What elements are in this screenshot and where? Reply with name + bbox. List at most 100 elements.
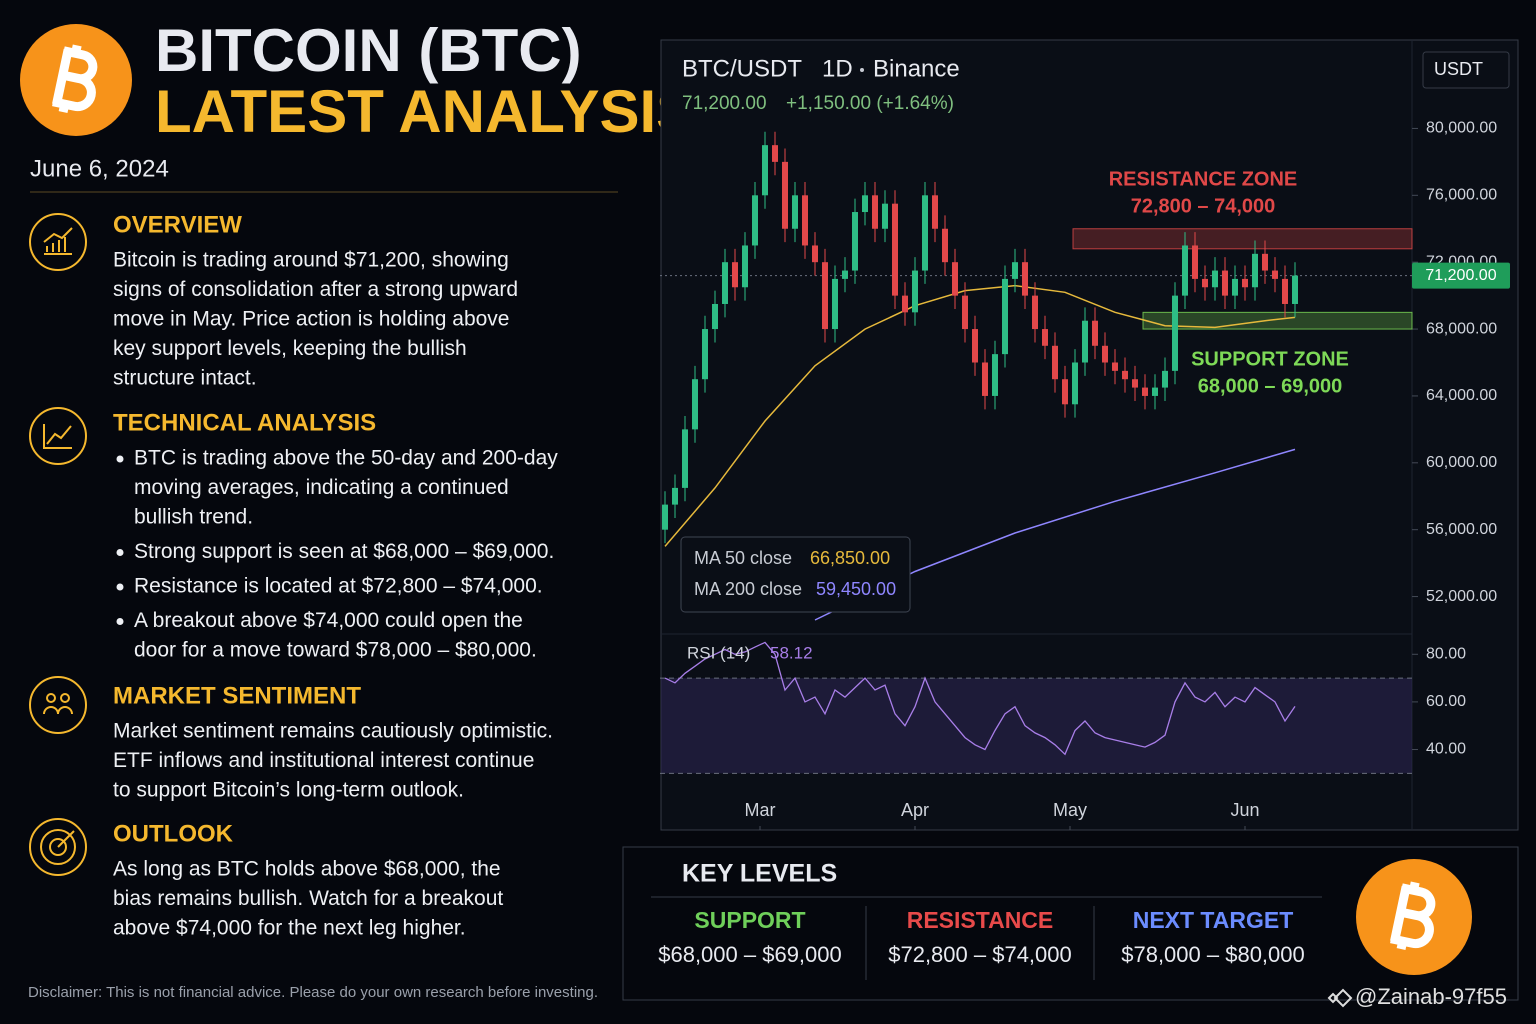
candle-body [1092, 320, 1098, 346]
candle-body [872, 195, 878, 229]
candle-body [802, 195, 808, 246]
level-range: $78,000 – $80,000 [1121, 942, 1305, 967]
candle-body [832, 278, 838, 330]
section-text: move in May. Price action is holding abo… [113, 308, 509, 331]
candle-body [1182, 245, 1188, 296]
ma-name: MA 200 close [694, 579, 802, 599]
candle-body [952, 262, 958, 296]
candle-body [862, 195, 868, 213]
rsi-band [661, 678, 1412, 774]
zone-name: SUPPORT ZONE [1191, 348, 1349, 370]
section-text: above $74,000 for the next leg higher. [113, 917, 466, 940]
candle-body [922, 195, 928, 271]
section-title: OUTLOOK [113, 820, 234, 847]
section-title: OVERVIEW [113, 211, 242, 238]
y-tick-label: 60,000.00 [1426, 454, 1497, 471]
candle-body [1152, 387, 1158, 396]
candle-body [732, 262, 738, 288]
ma-value: 59,450.00 [816, 579, 896, 599]
bullet-text: moving averages, indicating a continued [134, 476, 509, 499]
candle-body [932, 195, 938, 229]
rsi-value: 58.12 [770, 643, 813, 662]
ma-legend [680, 536, 911, 613]
candle-body [842, 270, 848, 279]
y-tick-label: 76,000.00 [1426, 187, 1497, 204]
candle-body [1022, 262, 1028, 296]
watermark: @Zainab-97f55 [1355, 984, 1507, 1009]
date: June 6, 2024 [30, 155, 169, 182]
candle-body [1142, 387, 1148, 396]
zone [1142, 311, 1413, 330]
candle-body [962, 295, 968, 330]
last-price-box [1412, 262, 1510, 289]
section-title: MARKET SENTIMENT [113, 682, 361, 709]
candle-body [672, 487, 678, 505]
candle-body [692, 379, 698, 430]
level-range: $68,000 – $69,000 [658, 942, 842, 967]
candle-body [662, 504, 668, 530]
title: BITCOIN (BTC) [155, 17, 582, 84]
candle-body [992, 354, 998, 396]
zone-label: 72,800 – 74,000 [1131, 195, 1276, 217]
candle-body [712, 303, 718, 330]
section-text: structure intact. [113, 367, 257, 390]
bullet-text: BTC is trading above the 50-day and 200-… [134, 447, 558, 470]
last-price-tag: 71,200.00 [1425, 267, 1496, 284]
candle-body [1292, 275, 1298, 304]
candle-body [1232, 278, 1238, 296]
candle-body [812, 245, 818, 263]
section-title: TECHNICAL ANALYSIS [113, 409, 376, 436]
section-text: signs of consolidation after a strong up… [113, 278, 518, 301]
candle-body [742, 245, 748, 288]
candle-body [1052, 345, 1058, 380]
candle-body [752, 195, 758, 246]
candle-body [972, 329, 978, 363]
candle-body [1122, 370, 1128, 380]
separator-dot [860, 68, 864, 72]
symbol: BTC/USDT [682, 55, 802, 82]
disclaimer: Disclaimer: This is not financial advice… [28, 984, 598, 1001]
interval: 1D [822, 55, 853, 82]
bullet-text: Strong support is seen at $68,000 – $69,… [134, 540, 554, 563]
candle-body [1282, 278, 1288, 304]
section-text: bias remains bullish. Watch for a breako… [113, 887, 503, 910]
icons [29, 213, 87, 876]
candle-body [1192, 245, 1198, 279]
zone [1072, 228, 1413, 250]
section-text: ETF inflows and institutional interest c… [113, 749, 534, 772]
candle-body [722, 262, 728, 304]
y-tick-label: 80,000.00 [1426, 120, 1497, 137]
candle-body [1222, 270, 1228, 296]
x-tick-label: Apr [901, 800, 929, 820]
currency: USDT [1434, 59, 1483, 79]
level-range: $72,800 – $74,000 [888, 942, 1072, 967]
y-tick-label: 68,000.00 [1426, 320, 1497, 337]
bullet-text: door for a move toward $78,000 – $80,000… [134, 639, 537, 662]
candle-body [1172, 295, 1178, 371]
candle-body [1042, 329, 1048, 346]
y-tick-label: 52,000.00 [1426, 588, 1497, 605]
candle-body [782, 161, 788, 229]
bullet [116, 455, 124, 463]
candle-body [1212, 270, 1218, 288]
candle-body [682, 429, 688, 488]
candle-body [762, 145, 768, 196]
level-name: RESISTANCE [907, 907, 1054, 933]
watermark-icon [1327, 988, 1353, 1008]
candle-body [1202, 278, 1208, 288]
btc-logo [1356, 859, 1472, 975]
candle-body [1032, 295, 1038, 330]
section-text: Bitcoin is trading around $71,200, showi… [113, 249, 509, 272]
bullet [116, 549, 124, 556]
currency-box [1422, 51, 1510, 89]
rsi-tick-label: 80.00 [1426, 646, 1466, 663]
ma-name: MA 50 close [694, 548, 792, 568]
level-name: NEXT TARGET [1133, 907, 1294, 933]
bullet-text: A breakout above $74,000 could open the [134, 609, 523, 632]
ma-value: 66,850.00 [810, 548, 890, 568]
candle-body [852, 212, 858, 271]
rsi-tick-label: 60.00 [1426, 693, 1466, 710]
candle-body [1002, 278, 1008, 355]
rsi-name: RSI (14) [687, 643, 750, 662]
